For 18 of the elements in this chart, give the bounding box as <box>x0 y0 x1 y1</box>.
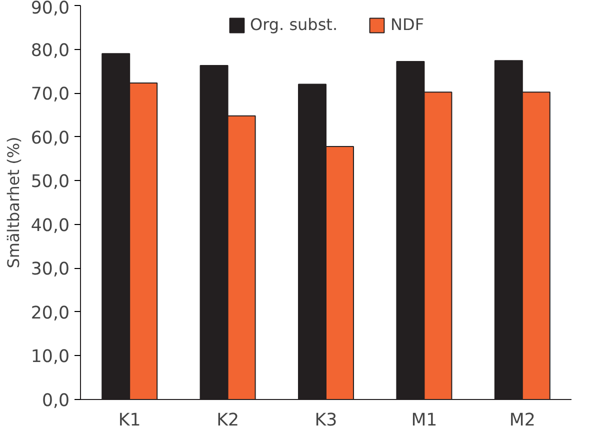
y-tick-label: 50,0 <box>30 172 70 192</box>
x-tick-label: K3 <box>314 410 338 430</box>
x-tick-label: M1 <box>411 410 438 430</box>
legend-label: Org. subst. <box>250 15 338 34</box>
y-tick-label: 0,0 <box>42 391 70 411</box>
y-tick-label: 40,0 <box>30 216 70 236</box>
y-tick-label: 10,0 <box>30 347 70 368</box>
legend-label: NDF <box>390 15 424 34</box>
y-tick-label: 70,0 <box>30 84 70 105</box>
y-tick-label: 90,0 <box>30 0 70 18</box>
y-tick-label: 30,0 <box>30 260 70 280</box>
x-tick-label: M2 <box>509 410 536 430</box>
y-axis-title: Smältbarhet (%) <box>4 136 23 268</box>
y-tick-label: 20,0 <box>30 303 70 324</box>
x-tick-label: K1 <box>118 410 141 430</box>
y-tick-label: 60,0 <box>30 128 70 148</box>
y-tick-label: 80,0 <box>30 40 70 61</box>
x-tick-label: K2 <box>216 410 239 430</box>
